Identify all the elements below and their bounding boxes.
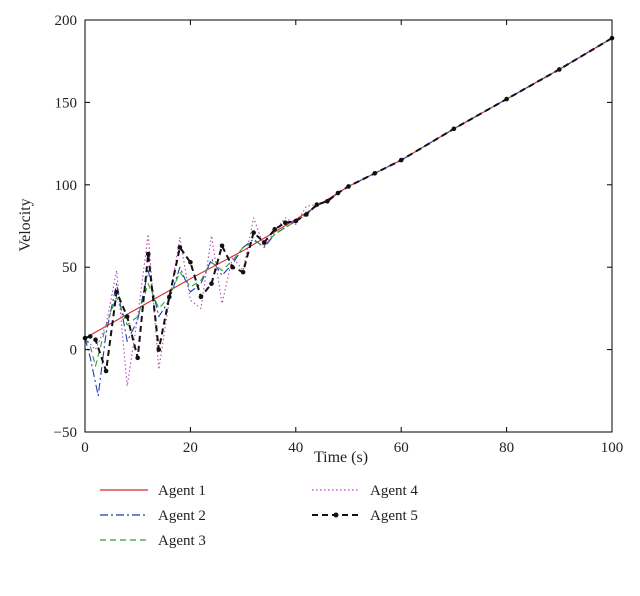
- series-5-marker: [177, 245, 183, 250]
- series-5-marker: [114, 289, 119, 295]
- series-5-marker: [372, 170, 378, 176]
- legend: Agent 1 Agent 2 Agent 3 Agent 4 Agent 5: [100, 483, 418, 549]
- legend-label-2: Agent 2: [158, 508, 206, 524]
- plot-area: [82, 35, 615, 397]
- series-5-marker: [103, 368, 109, 374]
- y-tick-label: 150: [55, 95, 78, 111]
- y-tick-label: 100: [55, 178, 78, 194]
- legend-label-3: Agent 3: [158, 533, 206, 549]
- series-5-marker: [145, 251, 151, 257]
- series-5-marker: [240, 269, 246, 275]
- y-tick-label: 0: [70, 343, 78, 359]
- series-5-marker: [124, 314, 130, 319]
- series-5-marker: [557, 67, 562, 72]
- y-axis-label: Velocity: [17, 198, 34, 251]
- series-line-5: [84, 37, 613, 372]
- series-5-marker: [219, 243, 225, 249]
- series-line-2: [84, 37, 613, 397]
- legend-label-1: Agent 1: [158, 483, 206, 499]
- series-5-marker: [167, 294, 172, 300]
- x-tick-label: 20: [183, 440, 198, 456]
- x-tick-label: 100: [601, 440, 624, 456]
- series-5-marker: [209, 281, 214, 286]
- series-5-marker: [198, 294, 204, 300]
- series-5-marker: [282, 220, 288, 226]
- series-5-marker: [93, 337, 98, 343]
- x-tick-label: 80: [499, 440, 514, 456]
- series-5-marker: [230, 264, 235, 270]
- series-5-marker: [135, 355, 140, 361]
- series-5-marker: [451, 126, 457, 132]
- series-5-marker: [346, 184, 351, 189]
- legend-marker-5: [333, 512, 339, 518]
- series-line-3: [84, 37, 613, 367]
- series-5-marker: [156, 347, 162, 352]
- x-tick-label: 0: [81, 440, 89, 456]
- legend-label-5: Agent 5: [370, 508, 418, 524]
- series-5-marker: [335, 190, 341, 196]
- series-5-marker: [188, 259, 193, 265]
- series-5-marker: [293, 218, 299, 224]
- x-axis-label: Time (s): [314, 449, 368, 466]
- legend-label-4: Agent 4: [370, 483, 418, 499]
- plot-frame: [84, 19, 613, 433]
- y-tick-label: −50: [54, 425, 77, 441]
- series-5-marker: [87, 334, 93, 339]
- series-5-marker: [314, 202, 320, 207]
- y-tick-label: 50: [62, 260, 77, 276]
- y-tick-label: 200: [55, 13, 78, 29]
- series-line-4: [84, 37, 613, 387]
- x-tick-label: 60: [394, 440, 409, 456]
- series-5-marker: [304, 212, 309, 217]
- x-tick-label: 40: [288, 440, 303, 456]
- series-5-marker: [251, 230, 256, 235]
- series-5-marker: [325, 198, 330, 204]
- series-5-marker: [504, 96, 509, 102]
- series-5-marker: [398, 157, 404, 163]
- series-5-marker: [272, 226, 278, 232]
- series-5-marker: [261, 240, 267, 245]
